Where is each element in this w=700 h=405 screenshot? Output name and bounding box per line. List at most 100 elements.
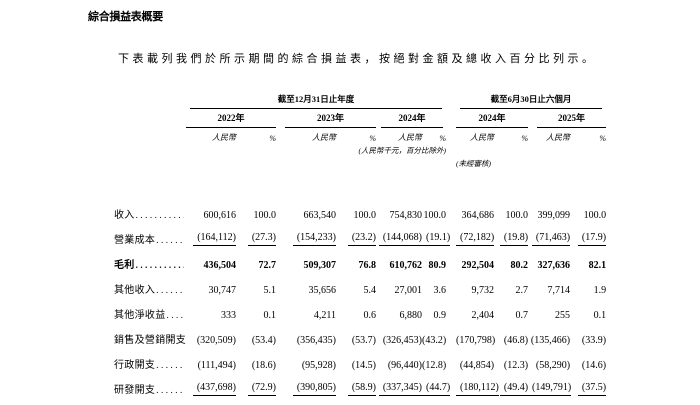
- cell-value: (72.9): [236, 374, 276, 399]
- cell-value: 100.0: [253, 210, 277, 221]
- table-body: 收入......................................…: [114, 199, 607, 399]
- unaudited-note: (未經審核): [456, 159, 492, 168]
- group-gap: [446, 249, 456, 274]
- cell-value: 82.1: [588, 260, 607, 271]
- row-label: 研發開支: [114, 385, 156, 396]
- dot-leader: ......................................: [166, 310, 185, 320]
- unit-label: 人民幣: [398, 133, 422, 142]
- table-row: 銷售及營銷開支.................................…: [114, 324, 606, 349]
- row-label: 毛利: [114, 260, 135, 271]
- cell-value: (17.9): [570, 224, 607, 249]
- cell-value: 292,504: [461, 260, 495, 271]
- cell-value: 72.7: [258, 260, 277, 271]
- row-label-cell: 銷售及營銷開支.................................…: [114, 324, 186, 349]
- group-gap: [446, 324, 456, 349]
- cell-value: (154,233): [276, 224, 336, 249]
- cell-value: (144,068): [376, 224, 422, 249]
- cell-value: 436,504: [203, 260, 237, 271]
- period-group-interim: 截至6月30日止六個月: [456, 92, 606, 109]
- cell-value: 30,747: [208, 285, 237, 296]
- cell-value: 3.6: [433, 285, 447, 296]
- dot-leader: ......................................: [156, 285, 184, 295]
- group-gap: [446, 349, 456, 374]
- unit-label: 人民幣: [312, 133, 336, 142]
- year-header-2024: 2024年: [376, 109, 446, 128]
- row-label-cell: 其他淨收益...................................…: [114, 299, 186, 324]
- cell-value: (390,805): [276, 374, 336, 399]
- row-label-cell: 毛利......................................: [114, 249, 186, 274]
- cell-value: 4,211: [313, 310, 336, 321]
- cell-value: 100.0: [505, 210, 529, 221]
- cell-value: 80.9: [428, 260, 447, 271]
- spacer-row: [114, 169, 606, 199]
- unaudited-note-row: (未經審核): [114, 156, 606, 169]
- cell-value: 600,616: [203, 210, 237, 221]
- cell-value: (95,928): [301, 360, 336, 371]
- dot-leader: ......................................: [135, 210, 184, 220]
- group-gap: [446, 299, 456, 324]
- cell-value: (164,112): [186, 224, 236, 249]
- cell-value: 80.2: [510, 260, 529, 271]
- row-label-cell: 營業成本....................................…: [114, 224, 186, 249]
- unit-note-row: (人民幣千元，百分比除外): [114, 143, 606, 156]
- table-row: 行政開支....................................…: [114, 349, 606, 374]
- group-gap: [446, 274, 456, 299]
- cell-value: 100.0: [353, 210, 377, 221]
- cell-value: 2.7: [515, 285, 529, 296]
- cell-value: 327,636: [537, 260, 571, 271]
- cell-value: (33.9): [581, 335, 607, 346]
- cell-value: 1.9: [593, 285, 607, 296]
- cell-value: 5.1: [263, 285, 277, 296]
- period-group-row: 截至12月31日止年度 截至6月30日止六個月: [114, 92, 606, 109]
- year-header-2025-interim: 2025年: [528, 109, 607, 128]
- cell-value: (180,112): [456, 374, 499, 399]
- row-label: 其他收入: [114, 285, 156, 296]
- cell-value: (337,345): [376, 374, 422, 399]
- cell-value: 6,880: [399, 310, 423, 321]
- income-statement-table: 截至12月31日止年度 截至6月30日止六個月 2022年 2023年 2024…: [114, 92, 607, 399]
- cell-value: (37.5): [570, 374, 607, 399]
- cell-value: (18.6): [251, 360, 276, 371]
- cell-value: 7,714: [547, 285, 571, 296]
- cell-value: (170,798): [456, 335, 496, 346]
- dot-leader: ......................................: [156, 235, 184, 245]
- cell-value: 509,307: [303, 260, 337, 271]
- percent-label: %: [599, 134, 607, 143]
- cell-value: (23.2): [336, 224, 376, 249]
- cell-value: 0.7: [515, 310, 529, 321]
- cell-value: (149,791): [528, 374, 572, 399]
- row-label: 銷售及營銷開支: [114, 335, 187, 346]
- cell-value: 2,404: [471, 310, 495, 321]
- cell-value: 0.1: [593, 310, 607, 321]
- row-label: 收入: [114, 210, 135, 221]
- cell-value: 5.4: [363, 285, 377, 296]
- dot-leader: ......................................: [156, 360, 184, 370]
- cell-value: 27,001: [394, 285, 423, 296]
- cell-value: (58,290): [535, 360, 571, 371]
- dot-leader: ......................................: [156, 385, 184, 395]
- cell-value: (356,435): [296, 335, 336, 346]
- cell-value: (135,466): [530, 335, 571, 346]
- cell-value: (326,453): [382, 335, 422, 346]
- cell-value: 9,732: [471, 285, 495, 296]
- cell-value: (58.9): [336, 374, 376, 399]
- cell-value: 0.1: [263, 310, 277, 321]
- row-label: 其他淨收益: [114, 310, 166, 321]
- group-gap: [446, 199, 456, 224]
- percent-label: %: [269, 134, 276, 143]
- cell-value: (53.7): [351, 335, 376, 346]
- row-label-cell: 研發開支....................................…: [114, 374, 186, 399]
- row-label-cell: 收入......................................: [114, 199, 186, 224]
- percent-label: %: [439, 134, 447, 143]
- cell-value: (49.4): [494, 374, 529, 399]
- row-label: 行政開支: [114, 360, 156, 371]
- year-header-2024-interim: 2024年: [456, 109, 529, 128]
- cell-value: (43.2): [422, 335, 447, 346]
- cell-value: (44.7): [422, 374, 451, 399]
- unit-header-row: 人民幣 % 人民幣 % 人民幣 % 人民幣 % 人民幣 %: [114, 128, 606, 143]
- cell-value: 0.6: [363, 310, 377, 321]
- cell-value: 754,830: [389, 210, 423, 221]
- cell-value: (46.8): [503, 335, 529, 346]
- table-row: 研發開支....................................…: [114, 374, 607, 399]
